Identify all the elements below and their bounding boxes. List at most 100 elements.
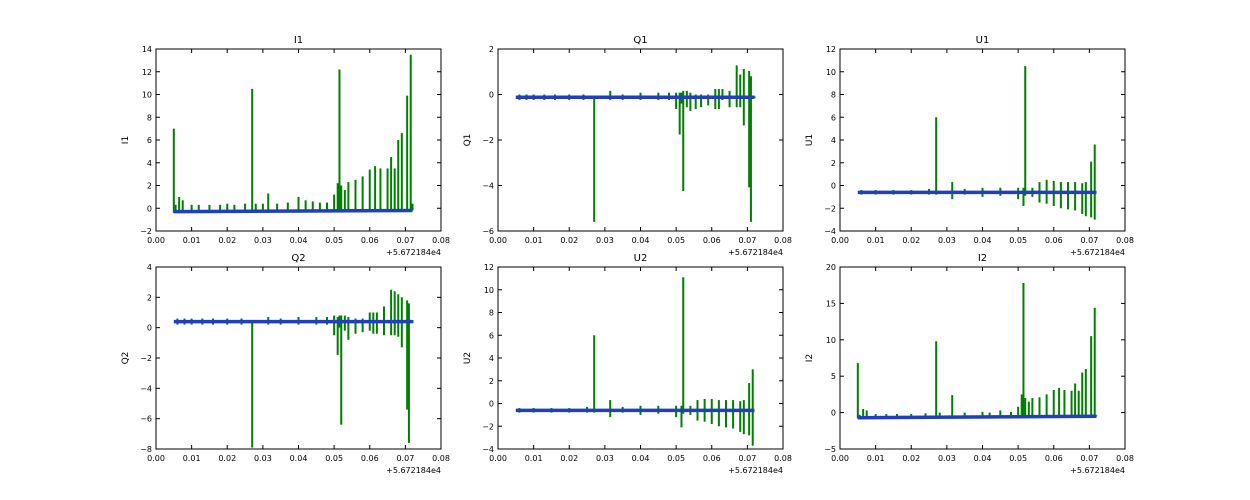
y-tick-label: 8 [147,113,152,122]
y-axis-label: U1 [805,134,815,146]
x-axis-offset: +5.672184e4 [728,248,783,257]
subplot-title: Q2 [291,253,305,264]
x-tick-label: 0.00 [489,454,507,463]
x-tick-label: 0.01 [183,454,201,463]
x-tick-label: 0.03 [938,236,956,245]
x-tick-label: 0.00 [147,454,165,463]
x-axis-offset: +5.672184e4 [1070,466,1125,475]
x-tick-label: 0.06 [703,454,721,463]
y-axis-label: U2 [463,352,473,364]
y-tick-label: 14 [142,45,152,54]
subplot-i2: 0.00 0.01 0.02 0.03 0.04 0.05 0.06 0.07 0.08 −5 0 5… [805,253,1134,475]
y-tick-label: 5 [831,372,836,381]
y-tick-label: 6 [147,136,152,145]
x-tick-label: 0.01 [525,236,543,245]
y-tick-label: −5 [824,445,836,454]
y-tick-label: 8 [489,309,494,318]
x-tick-label: 0.06 [1045,454,1063,463]
y-tick-label: −4 [140,384,152,393]
subplot-u1: 0.00 0.01 0.02 0.03 0.04 0.05 0.06 0.07 0.08 −4 −2… [805,35,1134,257]
y-axis-label: I1 [121,136,131,144]
x-tick-label: 0.05 [667,454,685,463]
x-tick-label: 0.02 [902,454,920,463]
subplot-title: I1 [294,35,303,46]
x-tick-label: 0.08 [432,454,450,463]
x-tick-label: 0.06 [1045,236,1063,245]
x-tick-label: 0.04 [632,454,650,463]
y-tick-label: −2 [482,136,494,145]
subplot-title: I2 [978,253,987,264]
x-tick-label: 0.03 [254,454,272,463]
x-tick-label: 0.05 [1009,454,1027,463]
subplot-q1: 0.00 0.01 0.02 0.03 0.04 0.05 0.06 0.07 0.08 −6 −4… [463,35,792,257]
plot-frame [839,48,1126,232]
x-tick-label: 0.04 [290,454,308,463]
y-tick-label: 4 [147,263,152,272]
y-tick-label: −2 [140,227,152,236]
y-tick-label: 0 [831,182,836,191]
y-tick-label: −6 [482,227,494,236]
x-tick-label: 0.01 [183,236,201,245]
y-tick-label: 2 [489,45,494,54]
subplot-title: U2 [634,253,648,264]
y-tick-label: 0 [831,409,836,418]
x-tick-label: 0.01 [525,454,543,463]
y-tick-label: 0 [489,91,494,100]
x-tick-label: 0.00 [489,236,507,245]
y-tick-label: −2 [824,204,836,213]
x-tick-label: 0.07 [738,236,756,245]
x-tick-label: 0.08 [774,236,792,245]
y-tick-label: 10 [826,336,836,345]
y-tick-label: 4 [831,136,836,145]
x-tick-label: 0.06 [361,236,379,245]
x-tick-label: 0.00 [831,454,849,463]
x-tick-label: 0.05 [325,454,343,463]
x-tick-label: 0.04 [290,236,308,245]
y-axis-label: Q2 [121,352,131,365]
x-tick-label: 0.03 [254,236,272,245]
y-tick-label: 6 [831,113,836,122]
x-tick-label: 0.04 [632,236,650,245]
plot-frame [155,266,442,450]
y-tick-label: −2 [140,354,152,363]
x-tick-label: 0.03 [596,236,614,245]
y-tick-label: 2 [147,182,152,191]
y-tick-label: 20 [826,263,836,272]
x-tick-label: 0.07 [396,236,414,245]
x-tick-label: 0.06 [703,236,721,245]
x-axis-offset: +5.672184e4 [728,466,783,475]
y-tick-label: 0 [489,400,494,409]
subplot-q2: 0.00 0.01 0.02 0.03 0.04 0.05 0.06 0.07 0.08 −8 −6… [121,253,450,475]
plot-frame [839,266,1126,450]
baseline-trace [857,414,1097,420]
y-tick-label: 10 [484,286,494,295]
plot-frame [497,266,784,450]
x-tick-label: 0.00 [831,236,849,245]
subplot-title: U1 [976,35,990,46]
y-tick-label: −8 [140,445,152,454]
plot-frame [497,48,784,232]
y-tick-label: 2 [831,159,836,168]
y-tick-label: 0 [147,204,152,213]
x-tick-label: 0.08 [1116,236,1134,245]
y-tick-label: 4 [489,354,494,363]
x-tick-label: 0.07 [738,454,756,463]
x-tick-label: 0.02 [218,454,236,463]
x-tick-label: 0.07 [1080,236,1098,245]
subplot-u2: 0.00 0.01 0.02 0.03 0.04 0.05 0.06 0.07 0.08 −4 −2… [463,253,792,475]
x-tick-label: 0.05 [325,236,343,245]
y-tick-label: −4 [824,227,836,236]
y-tick-label: 2 [489,377,494,386]
x-tick-label: 0.08 [432,236,450,245]
x-tick-label: 0.02 [560,236,578,245]
x-tick-label: 0.05 [667,236,685,245]
x-tick-label: 0.02 [902,236,920,245]
y-tick-label: 0 [147,324,152,333]
y-tick-label: 12 [826,45,836,54]
y-tick-label: 6 [489,331,494,340]
x-tick-label: 0.01 [867,454,885,463]
y-axis-label: Q1 [463,134,473,147]
y-tick-label: −6 [140,415,152,424]
y-tick-label: 10 [142,91,152,100]
x-tick-label: 0.03 [596,454,614,463]
